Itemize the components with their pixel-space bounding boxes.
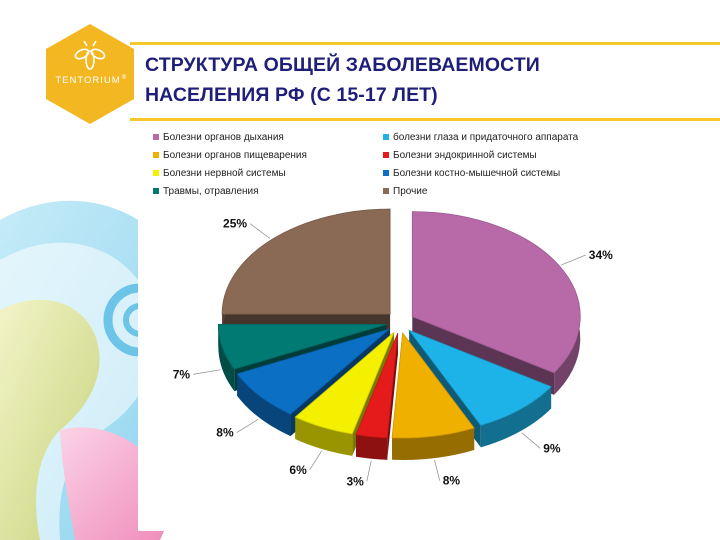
- legend-swatch: [153, 170, 159, 176]
- legend-swatch: [153, 188, 159, 194]
- data-label-leader: [434, 460, 441, 481]
- legend-item: Болезни нервной системы: [153, 166, 286, 180]
- pie-slice-top: [355, 332, 399, 439]
- data-label-leader: [309, 450, 322, 470]
- pie-slice-rim: [237, 373, 291, 437]
- legend-item: Болезни органов дыхания: [153, 130, 284, 144]
- legend-item: Болезни костно-мышечной системы: [383, 166, 560, 180]
- pie-slice-top: [294, 331, 395, 435]
- legend-label: Болезни органов дыхания: [163, 131, 284, 143]
- pie-slice-top: [236, 328, 390, 415]
- legend-swatch: [383, 152, 389, 158]
- data-label-leader: [236, 419, 259, 433]
- legend-swatch: [383, 134, 389, 140]
- pie-slice-rim: [356, 434, 388, 460]
- pie-slice-rim: [480, 386, 552, 448]
- pie-slice-wall: [387, 333, 398, 460]
- data-label-leader: [561, 254, 586, 266]
- legend-label: Болезни нервной системы: [163, 167, 286, 179]
- pie-slice-rim: [392, 428, 475, 461]
- legend-swatch: [383, 170, 389, 176]
- pie-slice-rim: [218, 324, 235, 392]
- data-label: 8%: [216, 426, 234, 440]
- data-label-leader: [366, 460, 372, 482]
- slide-title: СТРУКТУРА ОБЩЕЙ ЗАБОЛЕВАЕМОСТИ НАСЕЛЕНИЯ…: [145, 50, 705, 110]
- logo-text: TENTORIUM: [55, 75, 120, 86]
- pie-slice-top: [411, 211, 581, 374]
- pie-chart: 34% 9% 8% 3% 6% 8% 7% 25%: [173, 208, 613, 488]
- data-label: 3%: [346, 474, 364, 488]
- legend-item: Болезни эндокринной системы: [383, 148, 537, 162]
- pie-slice: [355, 332, 399, 460]
- data-label-leader: [521, 432, 541, 449]
- data-label-leader: [249, 223, 271, 239]
- data-label: 6%: [289, 463, 307, 477]
- legend-label: болезни глаза и придаточного аппарата: [393, 131, 579, 143]
- logo-mark: ®: [122, 74, 127, 81]
- slide-title-line-2: НАСЕЛЕНИЯ РФ (С 15-17 ЛЕТ): [145, 84, 438, 106]
- pie-slice: [391, 331, 475, 461]
- header-rule-bottom: [130, 118, 720, 121]
- legend-item: Болезни органов пищеварения: [153, 148, 307, 162]
- legend-swatch: [153, 134, 159, 140]
- legend-label: Болезни костно-мышечной системы: [393, 167, 561, 179]
- pie-slice-rim: [295, 417, 353, 456]
- legend-label: Болезни органов пищеварения: [163, 149, 307, 161]
- legend-label: Прочие: [393, 185, 428, 197]
- legend-label: Травмы, отравления: [163, 185, 259, 197]
- pie-slice-top: [221, 208, 391, 315]
- pie-slice-top: [408, 329, 552, 426]
- pie-slice-top: [217, 324, 387, 370]
- legend-label: Болезни эндокринной системы: [393, 149, 537, 161]
- slide-title-line-1: СТРУКТУРА ОБЩЕЙ ЗАБОЛЕВАЕМОСТИ: [145, 54, 540, 76]
- header-rule-top: [130, 42, 720, 45]
- data-label: 34%: [589, 248, 613, 262]
- data-label-leader: [193, 369, 221, 375]
- legend-swatch: [153, 152, 159, 158]
- legend-item: Травмы, отравления: [153, 184, 259, 198]
- pie-slice-top: [391, 331, 475, 439]
- legend-item: болезни глаза и придаточного аппарата: [383, 130, 578, 144]
- legend-item: Прочие: [383, 184, 427, 198]
- data-label: 8%: [443, 474, 461, 488]
- data-label: 7%: [173, 367, 191, 381]
- data-label: 25%: [223, 217, 247, 231]
- tentorium-logo: TENTORIUM ®: [44, 22, 136, 126]
- data-label: 9%: [543, 441, 561, 455]
- pie-slice: [221, 208, 391, 337]
- legend-swatch: [383, 188, 389, 194]
